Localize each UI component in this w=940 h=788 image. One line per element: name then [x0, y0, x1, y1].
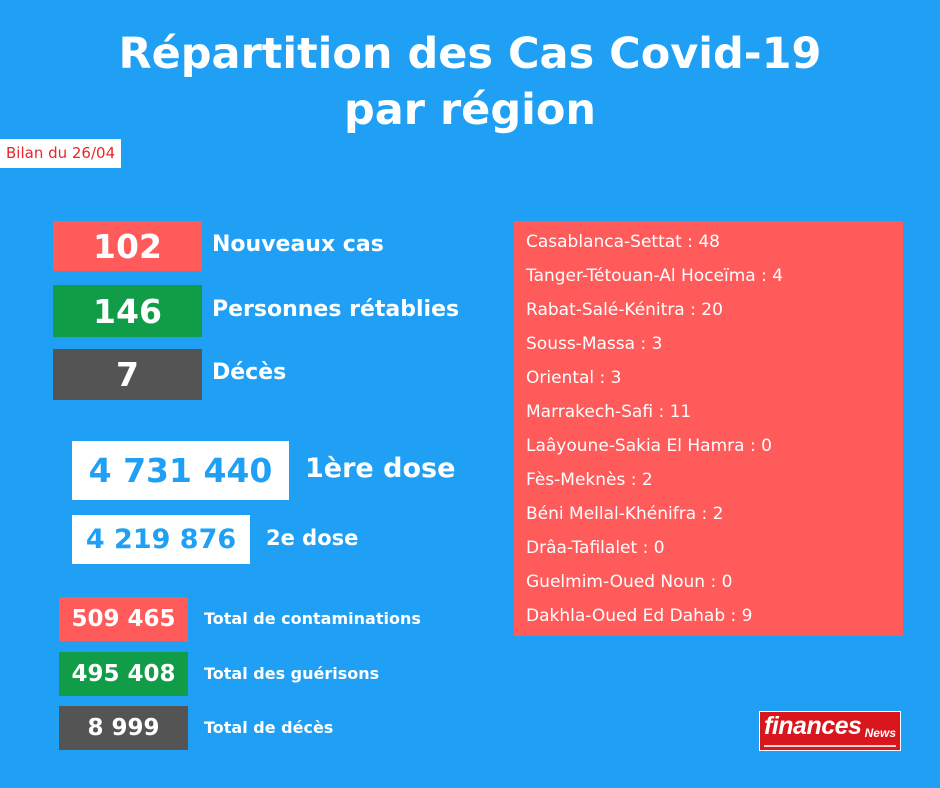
deaths-label: Décès — [212, 360, 287, 385]
region-item: Béni Mellal-Khénifra : 2 — [526, 504, 724, 524]
regions-panel: Casablanca-Settat : 48 Tanger-Tétouan-Al… — [514, 221, 903, 636]
logo-sub: News — [864, 726, 896, 740]
recovered-value: 146 — [53, 285, 202, 337]
total-contaminations-value: 509 465 — [59, 597, 188, 641]
dose1-value: 4 731 440 — [72, 441, 289, 500]
region-item: Dakhla-Oued Ed Dahab : 9 — [526, 606, 753, 626]
recovered-label: Personnes rétablies — [212, 297, 460, 322]
deaths-value: 7 — [53, 349, 202, 400]
title-line-1: Répartition des Cas Covid-19 — [118, 29, 822, 79]
region-item: Laâyoune-Sakia El Hamra : 0 — [526, 436, 772, 456]
title-line-2: par région — [343, 85, 597, 135]
total-contaminations-label: Total de contaminations — [204, 609, 421, 628]
region-item: Souss-Massa : 3 — [526, 334, 663, 354]
dose2-label: 2e dose — [266, 526, 359, 550]
region-item: Rabat-Salé-Kénitra : 20 — [526, 300, 723, 320]
dose2-value: 4 219 876 — [72, 515, 250, 564]
total-deaths-value: 8 999 — [59, 706, 188, 750]
new-cases-value: 102 — [53, 221, 202, 271]
region-item: Tanger-Tétouan-Al Hoceïma : 4 — [526, 266, 784, 286]
region-item: Fès-Meknès : 2 — [526, 470, 653, 490]
region-item: Casablanca-Settat : 48 — [526, 232, 720, 252]
dose1-label: 1ère dose — [305, 453, 456, 484]
total-recoveries-value: 495 408 — [59, 652, 188, 696]
regions-list: Casablanca-Settat : 48 Tanger-Tétouan-Al… — [514, 221, 903, 639]
bilan-date-badge: Bilan du 26/04 — [0, 139, 122, 168]
logo-name: finances — [764, 712, 862, 740]
finances-news-logo: finances News — [759, 711, 901, 751]
region-item: Oriental : 3 — [526, 368, 622, 388]
region-item: Drâa-Tafilalet : 0 — [526, 538, 665, 558]
new-cases-label: Nouveaux cas — [212, 232, 384, 257]
region-item: Marrakech-Safi : 11 — [526, 402, 692, 422]
region-item: Guelmim-Oued Noun : 0 — [526, 572, 733, 592]
total-deaths-label: Total de décès — [204, 718, 334, 737]
page-title: Répartition des Cas Covid-19 par région — [0, 26, 940, 138]
total-recoveries-label: Total des guérisons — [204, 664, 380, 683]
logo-tagline-bar — [764, 745, 896, 747]
